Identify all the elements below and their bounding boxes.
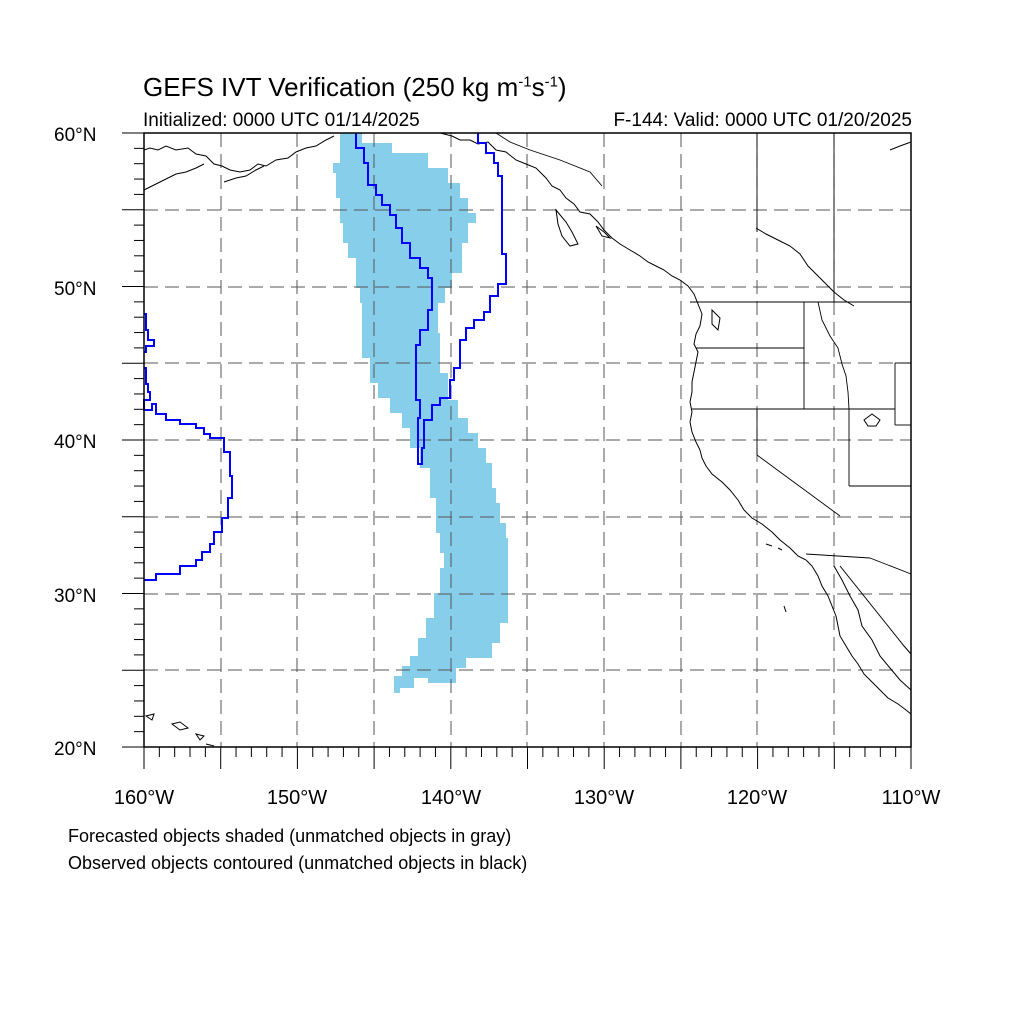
- lat-label-20: 20°N: [54, 739, 96, 760]
- legend-note-forecast: Forecasted objects shaded (unmatched obj…: [68, 826, 512, 846]
- lat-label-50: 50°N: [54, 279, 96, 300]
- chart-title: GEFS IVT Verification (250 kg m-1s-1): [143, 72, 567, 102]
- valid-time: F-144: Valid: 0000 UTC 01/20/2025: [613, 110, 912, 131]
- legend-note-observed: Observed objects contoured (unmatched ob…: [68, 853, 528, 873]
- lon-label-160w: 160°W: [114, 787, 174, 809]
- lon-label-130w: 130°W: [574, 787, 634, 809]
- political-boundaries: [495, 132, 912, 575]
- lat-label-40: 40°N: [54, 432, 96, 453]
- lat-label-30: 30°N: [54, 586, 96, 607]
- gridlines: [144, 133, 911, 747]
- observed-object-main: [355, 133, 507, 465]
- lon-label-110w: 110°W: [882, 787, 941, 809]
- observed-object-west: [143, 313, 233, 581]
- lat-label-60: 60°N: [54, 125, 96, 146]
- lon-label-150w: 150°W: [267, 787, 327, 809]
- axis-ticks: [122, 132, 912, 769]
- initialized-time: Initialized: 0000 UTC 01/14/2025: [143, 110, 420, 131]
- lon-label-120w: 120°W: [727, 787, 787, 809]
- lon-label-140w: 140°W: [421, 787, 481, 809]
- coastlines: [143, 132, 912, 747]
